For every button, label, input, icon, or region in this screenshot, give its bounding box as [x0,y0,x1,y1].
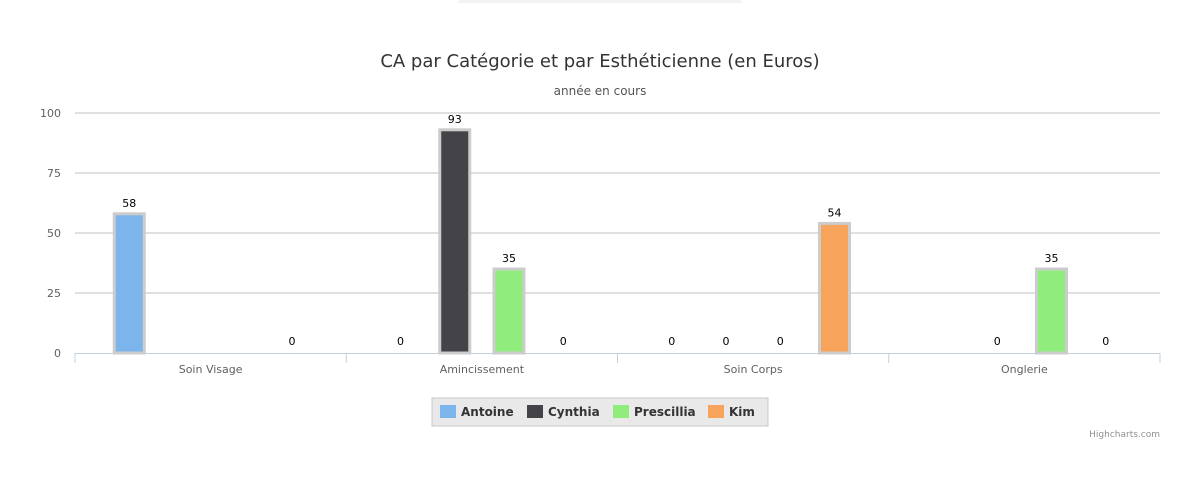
data-label: 0 [777,335,784,348]
legend-swatch[interactable] [440,405,456,418]
data-label: 0 [994,335,1001,348]
data-label: 93 [448,113,462,126]
credits-link[interactable]: Highcharts.com [1089,430,1160,440]
legend-swatch[interactable] [527,405,543,418]
data-label: 35 [1045,252,1059,265]
top-strip [458,0,742,3]
legend-item-label[interactable]: Cynthia [548,405,600,419]
y-tick-label: 25 [47,287,61,300]
bar[interactable] [818,221,851,355]
legend-swatch[interactable] [613,405,629,418]
bar[interactable] [112,212,146,355]
data-label: 54 [828,206,842,219]
data-label: 35 [502,252,516,265]
x-tick-label: Amincissement [440,363,525,376]
x-tick-label: Onglerie [1001,363,1048,376]
y-tick-label: 0 [54,347,61,360]
chart-title: CA par Catégorie et par Esthéticienne (e… [380,51,819,72]
x-tick-label: Soin Visage [179,363,243,376]
bar[interactable] [492,267,526,355]
y-tick-label: 75 [47,167,61,180]
data-label: 0 [1102,335,1109,348]
legend-item-label[interactable]: Kim [729,405,755,419]
data-label: 0 [560,335,567,348]
legend: Antoine Cynthia Prescillia Kim [431,397,769,427]
legend-swatch[interactable] [708,405,724,418]
y-tick-label: 50 [47,227,61,240]
bar[interactable] [1035,267,1068,355]
x-tick-label: Soin Corps [724,363,783,376]
data-label: 0 [289,335,296,348]
data-label: 0 [668,335,675,348]
chart-subtitle: année en cours [554,84,647,98]
legend-item-label[interactable]: Antoine [461,405,514,419]
data-label: 0 [723,335,730,348]
grid-lines [75,112,1160,294]
legend-item-label[interactable]: Prescillia [634,405,696,419]
data-label: 58 [122,197,136,210]
y-axis: 0 25 50 75 100 [40,107,61,360]
bars [112,128,1068,355]
bar[interactable] [438,128,472,355]
data-label: 0 [397,335,404,348]
y-tick-label: 100 [40,107,61,120]
x-axis: Soin Visage Amincissement Soin Corps Ongler… [74,353,1161,376]
data-labels: 58 0 0 93 0 0 35 0 35 0 0 54 0 [122,113,1109,348]
